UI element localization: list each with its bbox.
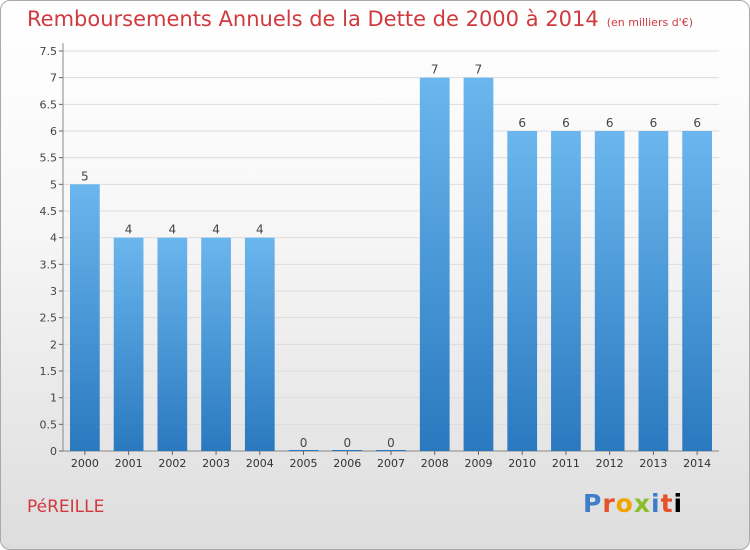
bar [551,131,581,451]
data-label: 7 [431,63,439,77]
x-tick-label: 2011 [552,457,580,470]
y-tick-label: 1.5 [40,365,58,378]
bar [288,450,319,451]
chart-title: Remboursements Annuels de la Dette de 20… [27,7,599,31]
bar [419,77,450,452]
x-tick-label: 2013 [639,457,667,470]
x-tick-label: 2005 [290,457,318,470]
data-label: 4 [125,223,133,237]
data-label: 0 [300,436,308,450]
x-tick-label: 2001 [115,457,143,470]
logo-letter: x [633,489,651,518]
bar [463,77,494,452]
y-tick-label: 5 [50,178,57,191]
data-label: 4 [169,223,177,237]
logo-letter: P [583,489,603,518]
x-tick-label: 2009 [464,457,492,470]
x-tick-label: 2014 [683,457,711,470]
data-label: 4 [256,223,264,237]
chart-unit: (en milliers d'€) [606,16,693,29]
bar [69,184,100,452]
data-label: 4 [212,223,220,237]
data-label: 6 [693,116,701,130]
y-tick-label: 5.5 [40,152,58,165]
proxiti-logo[interactable]: Proxiti [583,489,683,518]
y-tick-label: 2 [50,338,57,351]
data-label: 0 [387,436,395,450]
bar [244,237,275,451]
y-tick-label: 0.5 [40,418,58,431]
bar [201,237,231,451]
y-tick-label: 7 [50,72,57,85]
y-tick-label: 6 [50,125,57,138]
x-tick-label: 2002 [158,457,186,470]
data-label: 6 [562,116,570,130]
x-tick-label: 2004 [246,457,274,470]
x-tick-label: 2006 [333,457,361,470]
bar [332,450,363,451]
y-tick-label: 2.5 [40,312,58,325]
y-tick-label: 3.5 [40,258,58,271]
bar [682,131,713,451]
bar [376,450,406,451]
data-label: 6 [650,116,658,130]
logo-letter: o [615,489,634,518]
y-tick-label: 4 [50,232,57,245]
data-label: 5 [81,169,89,183]
bar [594,131,625,451]
x-tick-label: 2003 [202,457,230,470]
logo-letter: r [602,489,616,518]
town-name: PéREILLE [27,497,105,517]
x-tick-label: 2000 [71,457,99,470]
y-tick-label: 3 [50,285,57,298]
x-tick-label: 2008 [421,457,449,470]
y-tick-label: 0 [50,445,57,458]
bar [113,237,144,451]
y-tick-label: 1 [50,392,57,405]
x-tick-label: 2007 [377,457,405,470]
x-tick-label: 2012 [596,457,624,470]
data-label: 0 [343,436,351,450]
chart-title-block: Remboursements Annuels de la Dette de 20… [27,7,693,31]
logo-letter: i [673,489,684,518]
data-label: 7 [475,63,483,77]
y-tick-label: 4.5 [40,205,58,218]
bar [507,131,538,451]
data-label: 6 [606,116,614,130]
logo-letter: i [651,489,661,518]
bar [157,237,188,451]
y-tick-label: 6.5 [40,98,58,111]
logo-letter: t [660,489,674,518]
x-tick-label: 2010 [508,457,536,470]
y-tick-label: 7.5 [40,45,58,58]
data-label: 6 [518,116,526,130]
bar [638,131,669,451]
